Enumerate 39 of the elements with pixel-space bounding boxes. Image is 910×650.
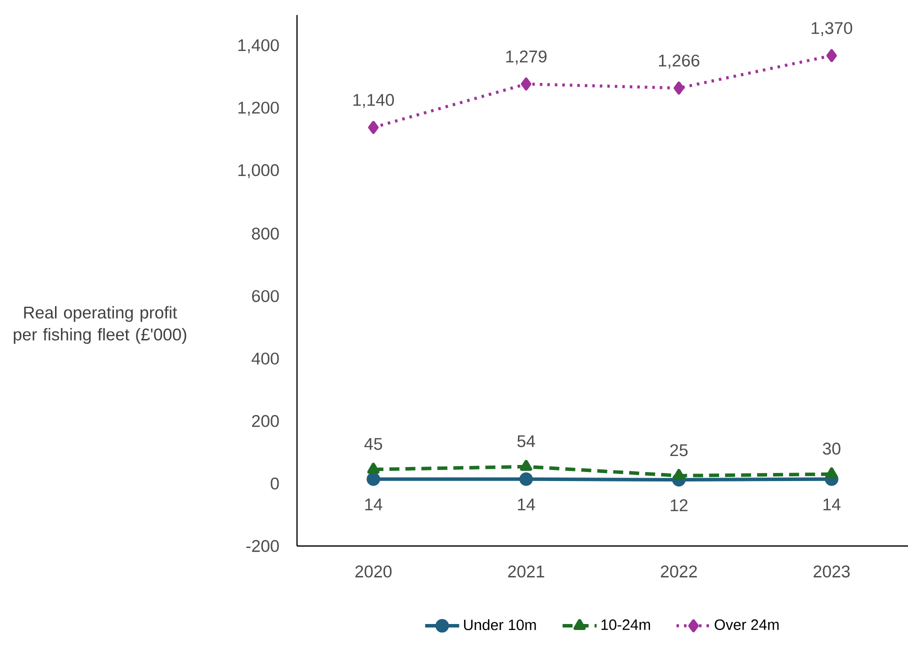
- y-tick-label: 1,200: [238, 102, 279, 116]
- x-tick-label: 2023: [814, 565, 850, 578]
- data-label: 14: [824, 498, 841, 510]
- legend-label: 10-24m: [601, 619, 650, 630]
- y-tick-label: 600: [252, 290, 279, 302]
- y-tick-label: 400: [252, 352, 279, 365]
- y-axis-title: Real operating profit per fishing fleet (£'000): [14, 306, 186, 344]
- point: [368, 120, 379, 134]
- y-tick-label: 1,000: [238, 164, 279, 178]
- point: [519, 472, 533, 486]
- data-label: 14: [365, 498, 382, 510]
- legend-label: Over 24m: [714, 619, 779, 630]
- point: [674, 82, 684, 95]
- data-label: 30: [822, 442, 840, 455]
- x-tick-label: 2021: [508, 565, 544, 578]
- y-tick-label: 200: [252, 415, 279, 428]
- data-label: 25: [670, 444, 688, 456]
- data-label: 14: [518, 498, 536, 510]
- point: [826, 467, 838, 478]
- point: [520, 460, 532, 471]
- data-label: 45: [364, 438, 382, 450]
- point: [520, 78, 532, 91]
- y-tick-label: 0: [270, 478, 279, 490]
- y-tick-label: -200: [246, 540, 279, 552]
- data-label: 54: [517, 435, 536, 448]
- data-label: 12: [670, 499, 688, 512]
- data-label: 1,266: [658, 54, 700, 69]
- data-label: 1,140: [353, 94, 394, 108]
- data-label: 1,370: [812, 22, 852, 36]
- y-tick-label: 800: [252, 228, 279, 240]
- data-label: 1,279: [506, 50, 547, 65]
- x-tick-label: 2022: [660, 565, 697, 578]
- y-tick-label: 1,400: [238, 39, 279, 54]
- point: [672, 468, 685, 480]
- point: [826, 49, 837, 62]
- legend-label: Under 10m: [464, 619, 536, 630]
- x-tick-label: 2020: [355, 565, 392, 578]
- point: [367, 462, 380, 474]
- point: [366, 472, 380, 486]
